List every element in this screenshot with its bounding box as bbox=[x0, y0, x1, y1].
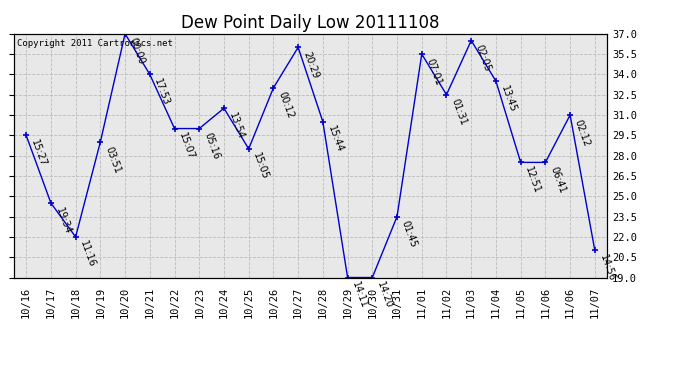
Text: 06:41: 06:41 bbox=[548, 165, 567, 195]
Text: 19:34: 19:34 bbox=[54, 206, 72, 235]
Text: 15:27: 15:27 bbox=[29, 138, 48, 168]
Text: 02:12: 02:12 bbox=[573, 118, 592, 147]
Text: 14:20: 14:20 bbox=[375, 280, 394, 310]
Text: 14:56: 14:56 bbox=[598, 253, 617, 283]
Text: 12:51: 12:51 bbox=[524, 165, 542, 195]
Text: 11:16: 11:16 bbox=[79, 240, 97, 269]
Text: 01:31: 01:31 bbox=[449, 98, 468, 127]
Text: 17:53: 17:53 bbox=[152, 77, 172, 107]
Text: 00:00: 00:00 bbox=[128, 36, 147, 66]
Text: 15:44: 15:44 bbox=[326, 124, 344, 154]
Text: 05:16: 05:16 bbox=[202, 131, 221, 161]
Text: 07:01: 07:01 bbox=[424, 57, 444, 87]
Text: 14:11: 14:11 bbox=[351, 280, 369, 310]
Text: 20:29: 20:29 bbox=[301, 50, 320, 80]
Text: 02:05: 02:05 bbox=[474, 43, 493, 73]
Text: Copyright 2011 Cartronics.net: Copyright 2011 Cartronics.net bbox=[17, 39, 172, 48]
Text: 15:07: 15:07 bbox=[177, 131, 196, 161]
Text: 13:54: 13:54 bbox=[227, 111, 246, 141]
Text: 00:12: 00:12 bbox=[276, 91, 295, 120]
Text: 13:45: 13:45 bbox=[499, 84, 518, 114]
Title: Dew Point Daily Low 20111108: Dew Point Daily Low 20111108 bbox=[181, 14, 440, 32]
Text: 01:45: 01:45 bbox=[400, 219, 419, 249]
Text: 03:51: 03:51 bbox=[103, 145, 122, 174]
Text: 15:05: 15:05 bbox=[251, 152, 270, 182]
